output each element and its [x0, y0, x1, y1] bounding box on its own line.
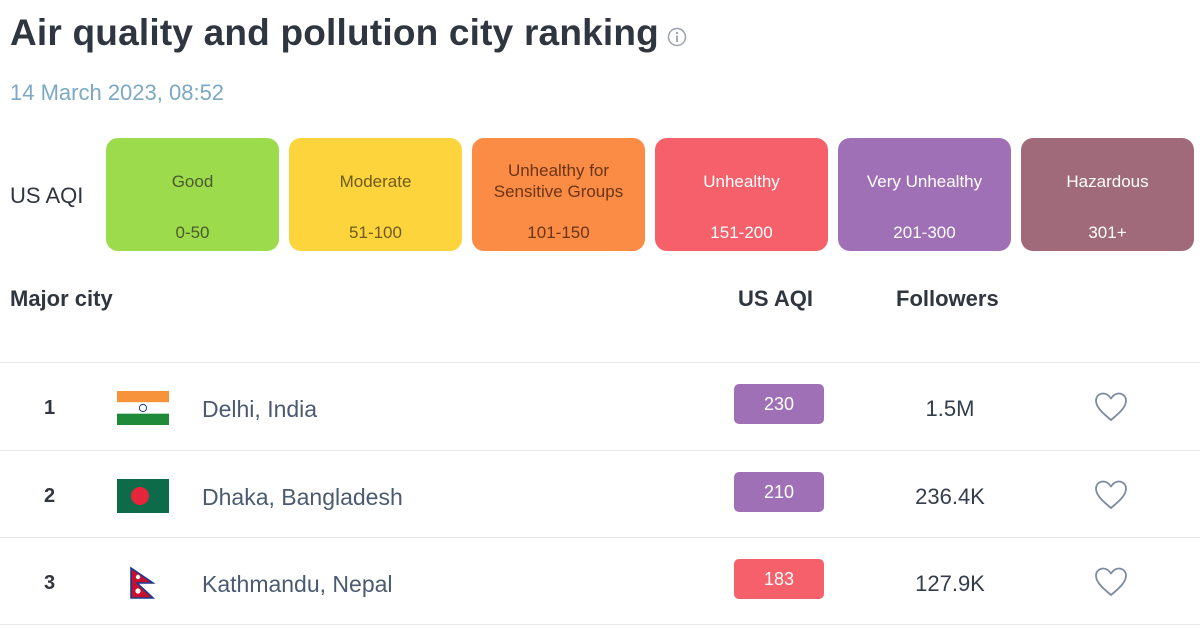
city-link[interactable]: Delhi, India	[202, 396, 318, 422]
aqi-level-range: 301+	[1088, 223, 1127, 242]
aqi-badge: 230	[734, 384, 824, 424]
info-icon[interactable]	[667, 27, 687, 47]
aqi-level-range: 201-300	[893, 223, 956, 242]
aqi-legend: Good 0-50 Moderate 51-100 Unhealthy for Sens…	[106, 138, 1194, 251]
page-title: Air quality and pollution city ranking	[10, 12, 659, 53]
header-us-aqi[interactable]: US AQI	[738, 286, 813, 311]
heart-icon[interactable]	[1094, 566, 1128, 598]
aqi-level-range: 101-150	[527, 223, 590, 242]
aqi-level-range: 0-50	[175, 223, 210, 242]
heart-icon[interactable]	[1094, 391, 1128, 423]
table-row[interactable]: 1 Delhi, India 230 1.5M	[0, 362, 1200, 451]
rank-number: 3	[44, 572, 56, 594]
bangladesh-flag-icon	[117, 479, 169, 513]
aqi-level-moderate: Moderate 51-100	[289, 138, 462, 251]
table-row[interactable]: 2 Dhaka, Bangladesh 210 236.4K	[0, 450, 1200, 539]
city-link[interactable]: Kathmandu, Nepal	[202, 571, 393, 597]
header-major-city[interactable]: Major city	[10, 286, 113, 311]
aqi-level-name: Very Unhealthy	[866, 171, 983, 191]
heart-icon[interactable]	[1094, 479, 1128, 511]
followers-count: 236.4K	[915, 484, 985, 509]
table-row[interactable]: 3 Kathmandu, Nepal 183 127.9K	[0, 537, 1200, 626]
india-flag-icon	[117, 391, 169, 425]
aqi-level-name: Good	[171, 171, 214, 191]
aqi-level-name: Hazardous	[1066, 171, 1149, 191]
rank-number: 2	[44, 485, 56, 507]
aqi-level-range: 151-200	[710, 223, 773, 242]
aqi-level-name: Moderate	[339, 171, 412, 191]
timestamp: 14 March 2023, 08:52	[10, 80, 225, 105]
followers-count: 1.5M	[925, 396, 975, 421]
aqi-level-good: Good 0-50	[106, 138, 279, 251]
aqi-level-unhealthy: Unhealthy 151-200	[655, 138, 828, 251]
aqi-level-hazardous: Hazardous 301+	[1021, 138, 1194, 251]
title-row: Air quality and pollution city ranking	[10, 12, 687, 54]
header-followers[interactable]: Followers	[896, 286, 999, 311]
aqi-badge: 183	[734, 559, 824, 599]
aqi-level-very-unhealthy: Very Unhealthy 201-300	[838, 138, 1011, 251]
table-divider	[0, 624, 1200, 625]
nepal-flag-icon	[117, 566, 169, 600]
city-link[interactable]: Dhaka, Bangladesh	[202, 484, 403, 510]
aqi-badge: 210	[734, 472, 824, 512]
legend-label: US AQI	[10, 183, 84, 208]
aqi-level-name: Unhealthy for Sensitive Groups	[493, 161, 624, 201]
aqi-level-name: Unhealthy	[703, 171, 780, 191]
rank-number: 1	[44, 397, 56, 419]
aqi-level-unhealthy-for-sensitive-groups: Unhealthy for Sensitive Groups 101-150	[472, 138, 645, 251]
followers-count: 127.9K	[915, 571, 985, 596]
aqi-level-range: 51-100	[349, 223, 402, 242]
